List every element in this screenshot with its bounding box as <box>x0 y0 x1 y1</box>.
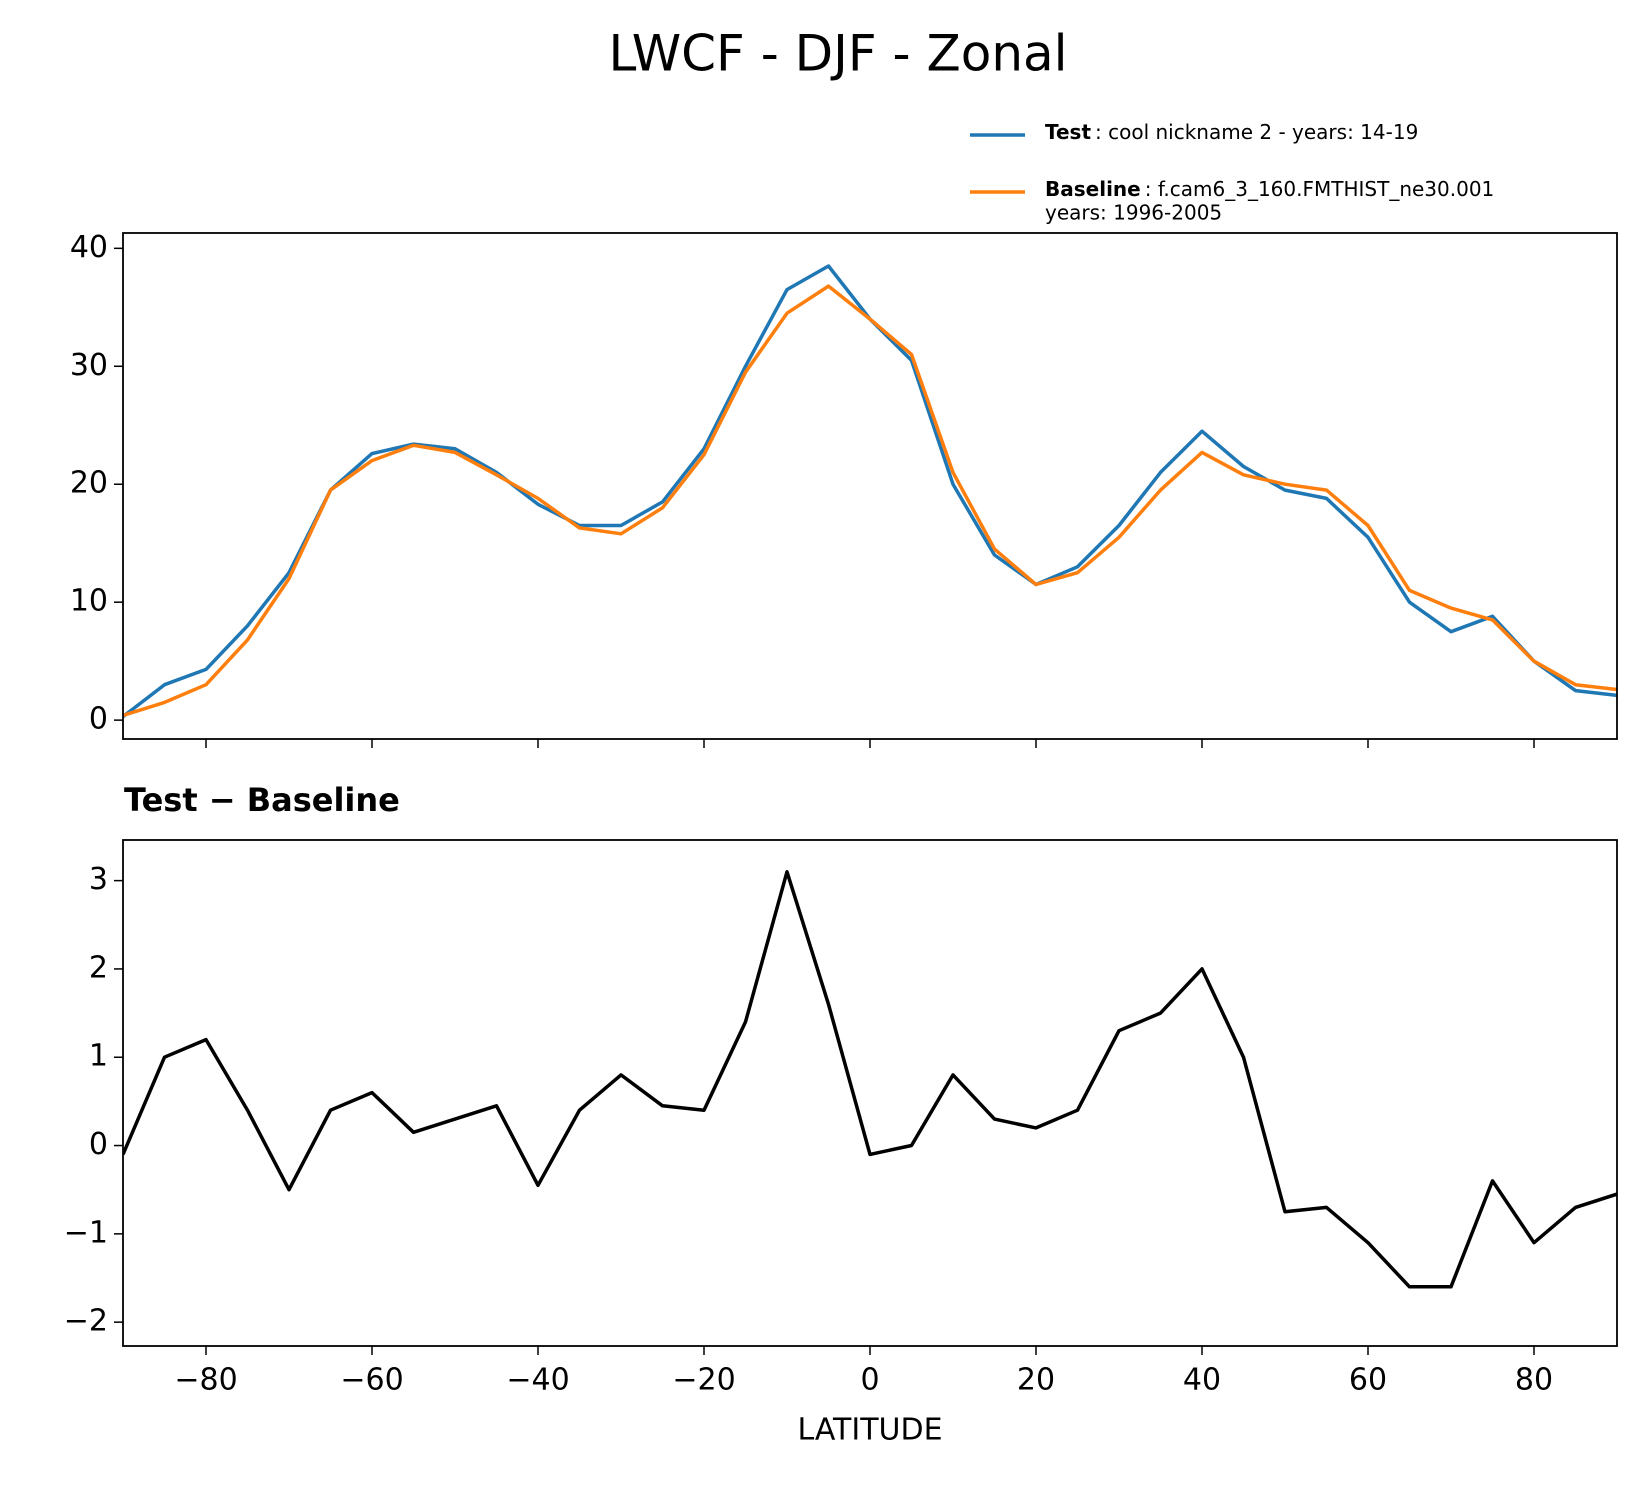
x-tick-label: −80 <box>174 1363 237 1398</box>
x-tick-label: −20 <box>672 1363 735 1398</box>
x-tick-label: 0 <box>860 1363 879 1398</box>
y-tick-label: −1 <box>64 1215 108 1250</box>
y-tick-label: 1 <box>89 1039 108 1074</box>
x-tick-label: 20 <box>1017 1363 1055 1398</box>
legend-text: : f.cam6_3_160.FMTHIST_ne30.001 <box>1145 177 1495 201</box>
x-axis-label: LATITUDE <box>797 1413 942 1448</box>
series-line <box>123 284 1617 718</box>
y-tick-label: 0 <box>89 1127 108 1162</box>
x-tick-label: −40 <box>506 1363 569 1398</box>
subplot-title: Test − Baseline <box>124 781 400 819</box>
legend-text: : cool nickname 2 - years: 14-19 <box>1095 120 1418 144</box>
y-tick-label: 3 <box>89 862 108 897</box>
y-tick-label: −2 <box>64 1304 108 1339</box>
x-tick-label: 80 <box>1515 1363 1553 1398</box>
y-tick-label: 20 <box>70 466 108 501</box>
y-tick-label: 30 <box>70 348 108 383</box>
x-tick-label: −60 <box>340 1363 403 1398</box>
legend-text: years: 1996-2005 <box>1045 201 1222 225</box>
legend-label: Baseline: f.cam6_3_160.FMTHIST_ne30.001 <box>1045 177 1494 201</box>
y-tick-label: 10 <box>70 584 108 619</box>
y-tick-label: 40 <box>70 230 108 265</box>
series-line <box>123 870 1617 1289</box>
figure-title: LWCF - DJF - Zonal <box>608 25 1067 83</box>
y-tick-label: 2 <box>89 950 108 985</box>
legend-label: Test: cool nickname 2 - years: 14-19 <box>1045 120 1418 144</box>
x-tick-label: 40 <box>1183 1363 1221 1398</box>
series-line <box>123 264 1617 718</box>
legend-name: Baseline <box>1045 177 1141 201</box>
x-tick-label: 60 <box>1349 1363 1387 1398</box>
axes-frame <box>122 232 1618 740</box>
y-tick-label: 0 <box>89 702 108 737</box>
legend-name: Test <box>1045 120 1091 144</box>
axes-frame <box>122 839 1618 1347</box>
